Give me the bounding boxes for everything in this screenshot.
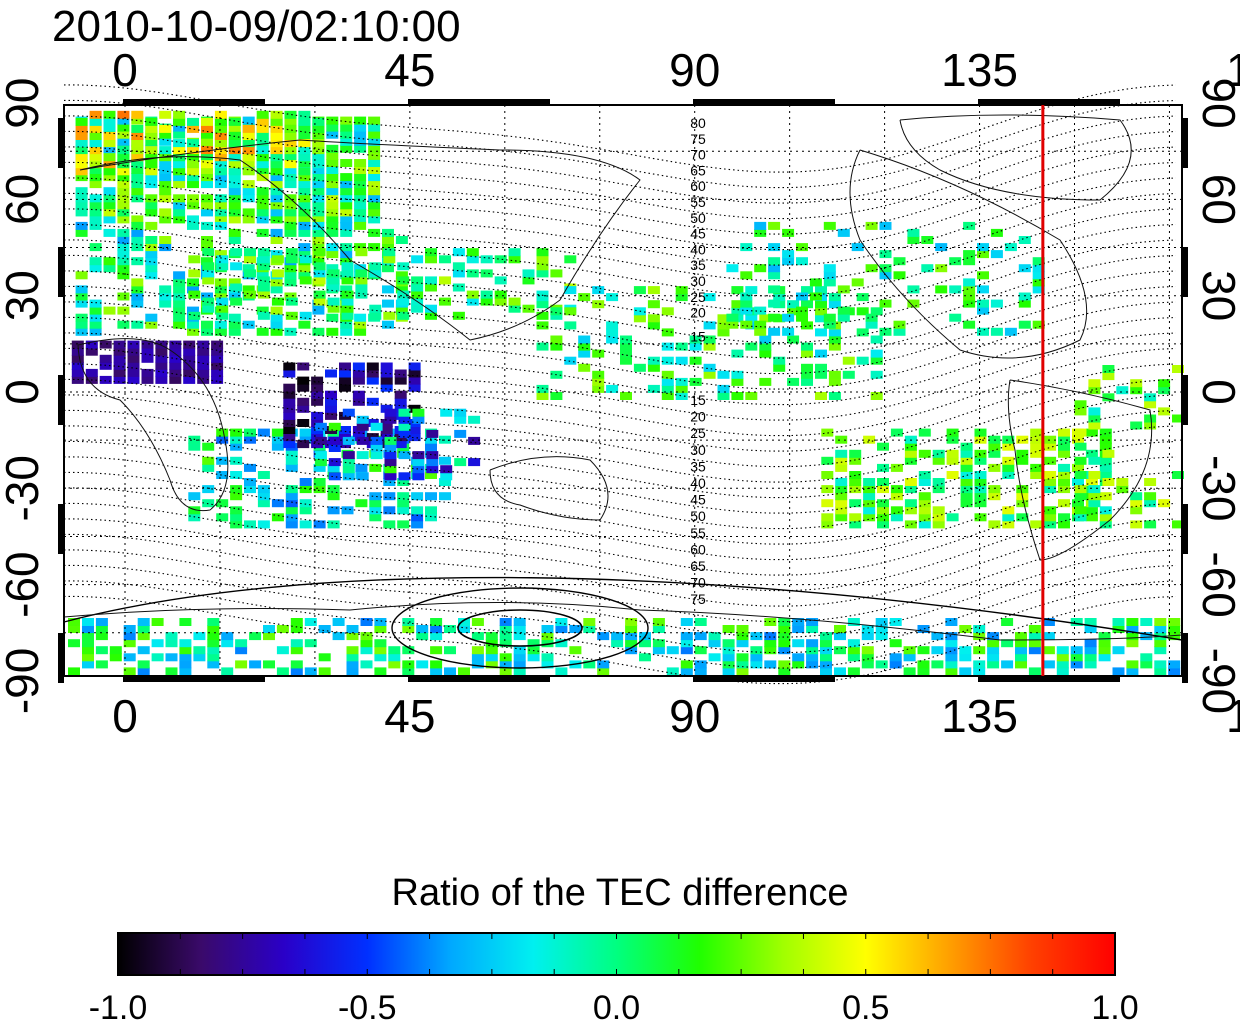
contour-label-south-11: 70 [690,575,706,591]
lon-tick-bottom-0: 0 [112,690,138,742]
colorbar-ticks: -1.0 -0.5 0.0 0.5 1.0 [89,933,1139,1024]
lat-tick-left-6: -90 [0,648,48,714]
contour-label-south-8: 55 [690,525,706,541]
colorbar-tick-label-1: -0.5 [338,989,397,1024]
lon-tick-top-0: 0 [112,44,138,96]
contour-label-north-3: 65 [690,162,706,178]
map-timestamp: 2010-10-09/02:10:00 [52,2,461,51]
colorbar-gradient [117,932,1116,976]
lat-tick-right-6: -90 [1193,648,1240,714]
lon-tick-top-3: 135 [941,44,1018,96]
lon-tick-bottom-4: 180 [1226,690,1240,742]
contour-label-north-2: 70 [690,147,706,163]
magnetic-latitude-contours [63,84,1183,685]
map-data-layer [68,110,1184,676]
lat-tick-right-4: -30 [1193,455,1240,521]
lat-tick-right-1: 60 [1193,174,1240,225]
contour-label-north-1: 75 [690,131,706,147]
contour-label-south-1: 20 [690,409,706,425]
contour-label-south-4: 35 [690,458,706,474]
lon-tick-bottom-2: 90 [669,690,720,742]
contour-label-north-13: 15 [690,328,706,344]
contour-label-north-10: 30 [690,273,706,289]
contour-labels: 8075706560555045403530252015152025303540… [690,115,706,607]
contour-label-south-5: 40 [690,475,706,491]
contour-label-north-0: 80 [690,115,706,131]
longitude-ticks-top: 04590135180-135-90-45 [112,44,1240,96]
colorbar: -1.0 -0.5 0.0 0.5 1.0 [89,932,1139,1024]
map-grid [64,105,1182,676]
colorbar-tick-label-3: 0.5 [842,989,889,1024]
longitude-ticks-bottom: 04590135180-135-90-45 [112,690,1240,742]
contour-label-south-10: 65 [690,558,706,574]
latitude-ticks-right: 90 60 30 0 -30 -60 -90 [1193,78,1240,715]
lat-tick-right-2: 30 [1193,270,1240,321]
lat-tick-left-2: 30 [0,270,48,321]
contour-label-north-8: 40 [690,241,706,257]
contour-label-north-7: 45 [690,226,706,242]
lon-tick-bottom-1: 45 [384,690,435,742]
lon-tick-top-1: 45 [384,44,435,96]
contour-label-north-5: 55 [690,194,706,210]
lat-tick-left-3: 0 [0,379,48,405]
lat-tick-left-0: 90 [0,78,48,129]
colorbar-tick-label-4: 1.0 [1091,989,1138,1024]
lat-tick-right-5: -60 [1193,551,1240,617]
coastline-layer [63,114,1183,641]
contour-label-south-9: 60 [690,541,706,557]
contour-label-north-11: 25 [690,289,706,305]
contour-label-south-0: 15 [690,392,706,408]
lon-tick-top-4: 180 [1226,44,1240,96]
contour-label-south-12: 75 [690,591,706,607]
lat-tick-left-5: -60 [0,551,48,617]
map-frame-ticks [58,99,1188,683]
contour-label-south-2: 25 [690,425,706,441]
tec-map: 04590135180-135-90-45 04590135180-135-90… [0,44,1240,742]
lon-tick-top-2: 90 [669,44,720,96]
lat-tick-right-3: 0 [1193,379,1240,405]
contour-label-south-6: 45 [690,492,706,508]
lat-tick-right-0: 90 [1193,78,1240,129]
colorbar-title: Ratio of the TEC difference [391,872,849,914]
contour-label-north-12: 20 [690,305,706,321]
contour-label-south-7: 50 [690,508,706,524]
colorbar-tick-label-0: -1.0 [89,989,148,1024]
latitude-ticks-left: 90 60 30 0 -30 -60 -90 [0,78,48,715]
lat-tick-left-1: 60 [0,174,48,225]
contour-label-north-9: 35 [690,257,706,273]
contour-label-north-4: 60 [690,178,706,194]
lat-tick-left-4: -30 [0,455,48,521]
colorbar-tick-label-2: 0.0 [593,989,640,1024]
lon-tick-bottom-3: 135 [941,690,1018,742]
contour-label-south-3: 30 [690,442,706,458]
contour-label-north-6: 50 [690,210,706,226]
